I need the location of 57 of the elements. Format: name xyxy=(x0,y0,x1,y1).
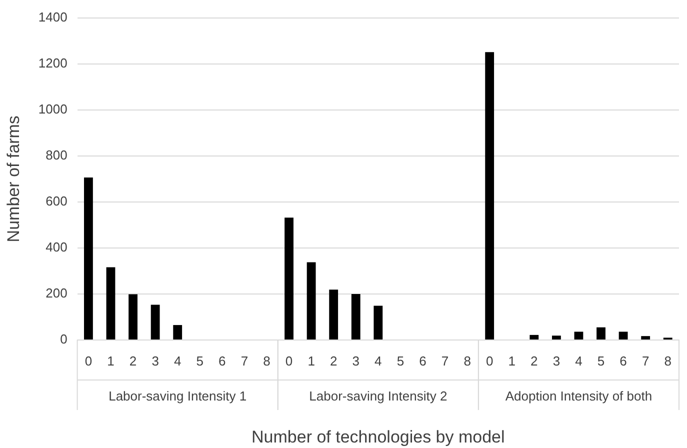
x-tick-label: 2 xyxy=(129,353,137,368)
y-tick-label: 1400 xyxy=(38,9,68,24)
x-tick-label: 5 xyxy=(396,353,404,368)
y-tick-label: 1200 xyxy=(38,55,68,70)
bar xyxy=(173,325,182,340)
x-tick-label: 8 xyxy=(664,353,672,368)
y-tick-label: 600 xyxy=(46,193,68,208)
bar xyxy=(106,267,116,340)
x-tick-label: 7 xyxy=(441,353,449,368)
x-tick-label: 6 xyxy=(419,353,426,368)
x-tick-label: 8 xyxy=(263,353,270,368)
x-tick-label: 2 xyxy=(530,353,538,368)
bar xyxy=(84,178,93,340)
x-tick-label: 3 xyxy=(152,353,159,368)
x-tick-label: 7 xyxy=(642,353,650,368)
bar xyxy=(485,52,494,340)
x-tick-label: 0 xyxy=(84,353,92,368)
x-tick-label: 1 xyxy=(107,353,114,368)
x-tick-label: 0 xyxy=(486,353,494,368)
x-tick-label: 7 xyxy=(240,353,248,368)
x-tick-label: 3 xyxy=(352,353,360,368)
x-tick-label: 4 xyxy=(374,353,382,368)
bar xyxy=(150,304,160,340)
x-axis-title: Number of technologies by model xyxy=(252,427,505,446)
x-tick-label: 6 xyxy=(620,353,627,368)
bar xyxy=(641,336,650,340)
y-tick-label: 200 xyxy=(46,286,68,301)
x-tick-label: 2 xyxy=(330,353,338,368)
text: Labor-saving Intensity 2 xyxy=(309,388,448,404)
x-tick-label: 5 xyxy=(597,353,605,368)
bar xyxy=(374,306,383,340)
bar xyxy=(329,290,338,340)
text: Labor-saving Intensity 1 xyxy=(108,388,247,404)
x-tick-label: 4 xyxy=(575,353,582,368)
x-tick-label: 0 xyxy=(285,353,293,368)
x-tick-label: 1 xyxy=(308,353,315,368)
text: Adoption Intensity of both xyxy=(505,388,652,404)
bar xyxy=(618,332,628,340)
x-tick-label: 1 xyxy=(508,353,516,368)
bar xyxy=(596,327,606,340)
bar xyxy=(552,336,561,340)
x-tick-label: 5 xyxy=(196,353,204,368)
y-tick-label: 400 xyxy=(46,240,68,255)
y-tick-label: 800 xyxy=(46,147,68,162)
x-tick-label: 3 xyxy=(552,353,560,368)
x-tick-label: 8 xyxy=(464,353,471,368)
bar xyxy=(128,294,138,340)
x-tick-label: 4 xyxy=(174,353,182,368)
y-axis-title: Number of farms xyxy=(4,116,23,242)
bar xyxy=(284,218,294,340)
y-tick-label: 1000 xyxy=(38,101,68,116)
bar xyxy=(530,334,539,340)
bar xyxy=(306,262,316,340)
bar xyxy=(574,332,584,340)
bar xyxy=(351,294,360,340)
x-tick-label: 6 xyxy=(218,353,226,368)
y-tick-label: 0 xyxy=(60,332,68,347)
